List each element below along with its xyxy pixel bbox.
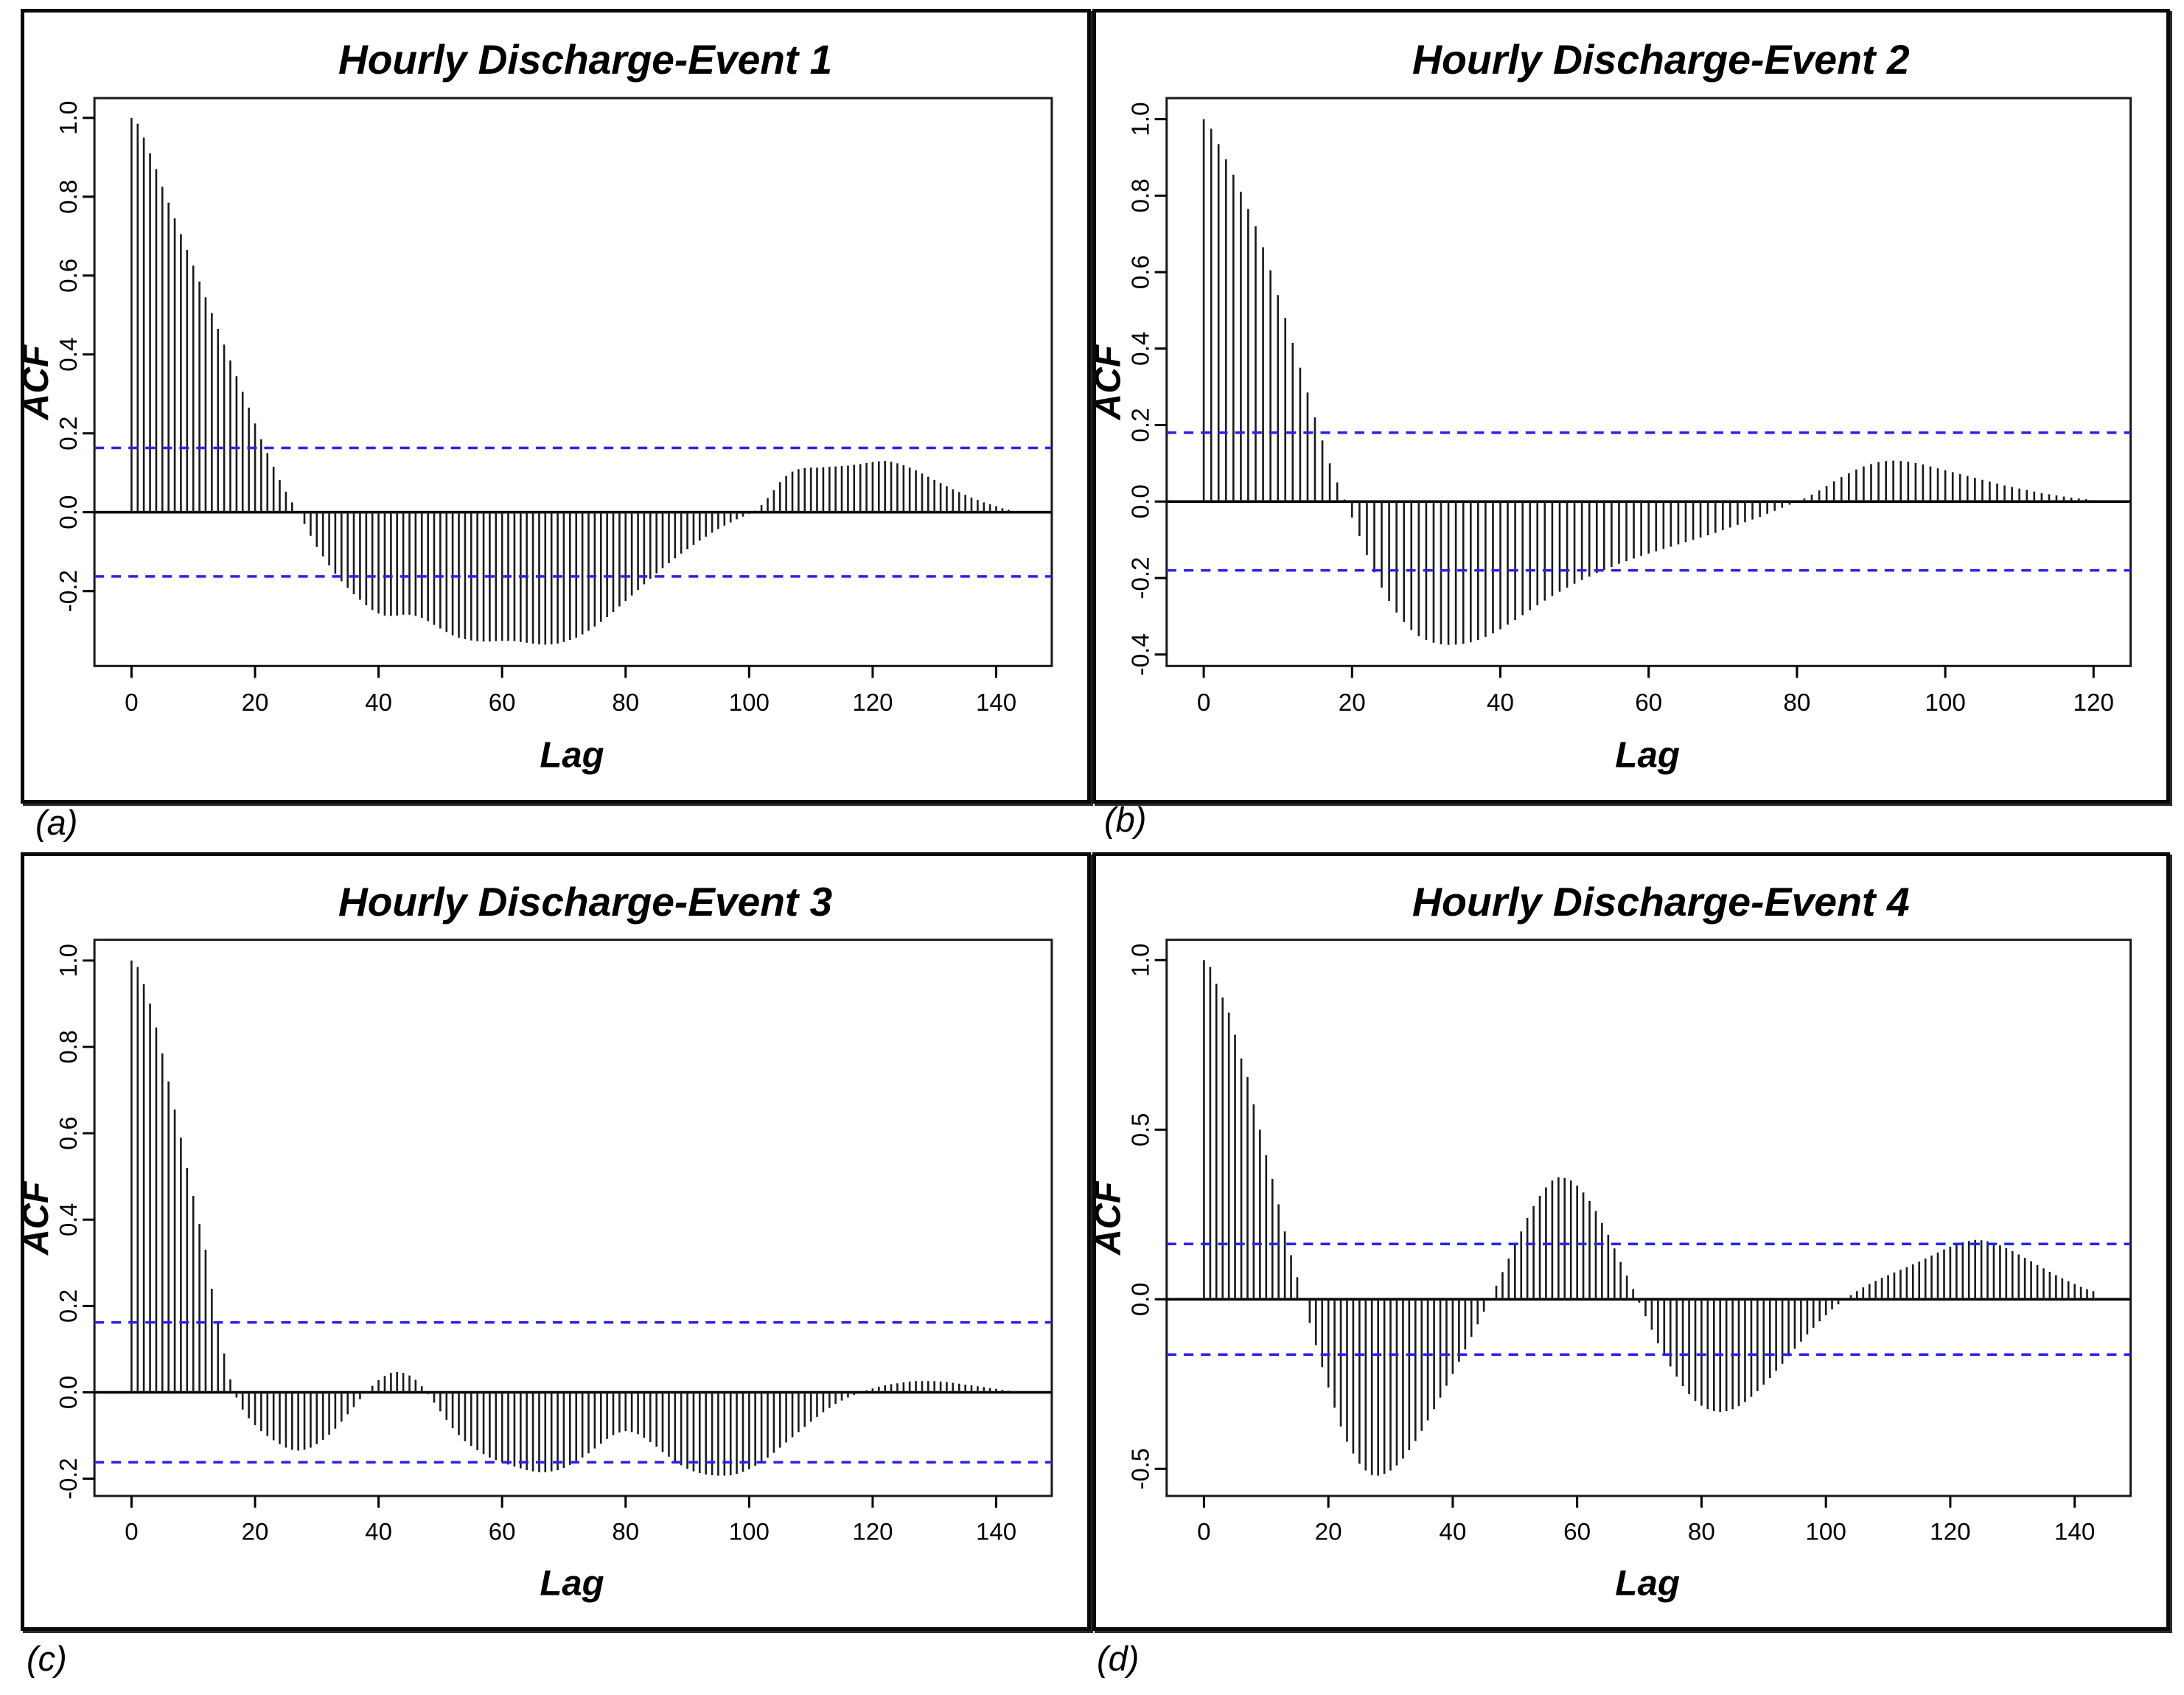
acf-bars <box>1202 119 2095 645</box>
x-tick-label: 120 <box>2073 689 2115 717</box>
y-tick-label: 0.0 <box>1128 484 1155 518</box>
y-tick-label: 0.6 <box>1128 255 1155 289</box>
y-tick-label: 0.8 <box>55 180 83 214</box>
x-tick-label: 40 <box>365 1518 392 1545</box>
acf-plot-a: Hourly Discharge-Event 1 ACF Lag 1.0 0.8 0… <box>24 37 1053 776</box>
y-tick-label: 0.2 <box>55 1289 82 1323</box>
x-tick-label: 120 <box>852 689 893 717</box>
y-tick-label: 0.8 <box>1128 178 1155 212</box>
y-tick-label: 0.0 <box>55 495 83 529</box>
x-tick-label: 0 <box>125 689 138 717</box>
y-axis-label-d: ACF <box>1096 1180 1128 1256</box>
y-tick-label: 1.0 <box>1126 944 1154 977</box>
plot-layer: 1.0 0.5 0.0 -0.5 0 20 40 60 80 100 120 140 <box>1126 939 2132 1545</box>
x-tick-label: 80 <box>612 689 639 717</box>
panel-a-title: Hourly Discharge-Event 1 <box>338 37 832 83</box>
y-tick-label: 0.6 <box>55 259 83 293</box>
x-tick-label: 140 <box>976 1518 1016 1545</box>
y-tick-label: -0.2 <box>55 1458 82 1500</box>
x-tick-label: 40 <box>365 689 392 717</box>
y-tick-label: -0.2 <box>1128 557 1155 599</box>
panel-d: Hourly Discharge-Event 4 ACF Lag 1.0 0.5 0… <box>1092 852 2170 1631</box>
panel-a: Hourly Discharge-Event 1 ACF Lag 1.0 0.8 0… <box>21 9 1091 804</box>
x-tick-label: 60 <box>1563 1518 1591 1545</box>
acf-bars <box>130 960 1016 1476</box>
x-tick-label: 20 <box>242 1518 269 1545</box>
x-tick-label: 100 <box>1925 689 1966 717</box>
plot-layer: 1.0 0.8 0.6 0.4 0.2 0.0 -0.2 0 20 40 60 80 100 120 140 <box>55 939 1053 1545</box>
x-tick-label: 80 <box>1783 689 1810 717</box>
x-tick-label: 0 <box>125 1518 138 1545</box>
x-tick-label: 140 <box>976 689 1016 717</box>
plot-frame <box>1165 939 2132 1497</box>
panel-c-title: Hourly Discharge-Event 3 <box>338 879 832 925</box>
y-tick-label: 0.6 <box>55 1116 82 1149</box>
plot-frame <box>1165 97 2132 667</box>
panel-d-title: Hourly Discharge-Event 4 <box>1412 880 1910 925</box>
x-tick-label: 80 <box>612 1518 639 1545</box>
x-tick-label: 60 <box>489 689 516 717</box>
x-tick-label: 0 <box>1197 689 1211 717</box>
y-tick-label: 0.4 <box>1128 332 1155 366</box>
panel-a-label: (a) <box>35 803 78 842</box>
x-tick-label: 80 <box>1688 1518 1715 1545</box>
x-tick-label: 60 <box>489 1518 516 1545</box>
y-tick-label: 1.0 <box>55 944 82 977</box>
y-tick-label: 0.0 <box>1126 1283 1154 1316</box>
x-tick-label: 100 <box>729 689 770 717</box>
y-tick-label: -0.5 <box>1126 1448 1154 1489</box>
x-tick-label: 20 <box>1315 1518 1342 1545</box>
y-tick-label: -0.2 <box>55 570 83 612</box>
x-axis-label-b: Lag <box>1615 735 1680 776</box>
x-tick-label: 40 <box>1439 1518 1466 1545</box>
y-tick-label: 0.2 <box>1128 408 1155 442</box>
acf-bars <box>1203 960 2095 1476</box>
x-tick-label: 60 <box>1635 689 1662 717</box>
x-tick-label: 100 <box>729 1518 770 1545</box>
acf-plot-d: Hourly Discharge-Event 4 ACF Lag 1.0 0.5 0… <box>1096 880 2132 1603</box>
y-tick-label: 0.4 <box>55 338 83 372</box>
y-tick-label: -0.4 <box>1128 633 1155 675</box>
acf-plot-b: Hourly Discharge-Event 2 ACF Lag 1.0 0.8 0… <box>1096 37 2132 776</box>
y-tick-label: 1.0 <box>1128 102 1155 136</box>
y-axis-label-c: ACF <box>24 1180 56 1256</box>
panel-b-label: (b) <box>1104 800 1147 839</box>
x-axis-label-d: Lag <box>1615 1564 1680 1603</box>
y-tick-label: 1.0 <box>55 101 83 135</box>
x-tick-label: 20 <box>1339 689 1366 717</box>
y-tick-label: 0.4 <box>55 1203 82 1236</box>
plot-frame <box>93 939 1053 1497</box>
y-tick-label: 0.0 <box>55 1376 82 1409</box>
panel-b: Hourly Discharge-Event 2 ACF Lag 1.0 0.8 0… <box>1092 9 2170 804</box>
x-axis-label-c: Lag <box>540 1564 604 1604</box>
panel-c: Hourly Discharge-Event 3 ACF Lag 1.0 0.8 0… <box>21 852 1091 1631</box>
plot-frame <box>93 97 1053 667</box>
x-tick-label: 20 <box>242 689 269 717</box>
y-tick-label: 0.2 <box>55 417 83 450</box>
x-axis-label-a: Lag <box>540 734 604 775</box>
x-tick-label: 120 <box>852 1518 893 1545</box>
y-tick-label: 0.5 <box>1126 1113 1154 1146</box>
panel-b-title: Hourly Discharge-Event 2 <box>1412 37 1910 83</box>
x-tick-label: 0 <box>1197 1518 1211 1545</box>
x-tick-label: 100 <box>1805 1518 1846 1545</box>
x-tick-label: 140 <box>2054 1518 2096 1545</box>
y-axis-label-a: ACF <box>24 344 56 422</box>
panel-d-label: (d) <box>1097 1639 1140 1678</box>
x-tick-label: 120 <box>1930 1518 1971 1545</box>
panel-c-label: (c) <box>27 1639 67 1678</box>
x-tick-label: 40 <box>1487 689 1514 717</box>
y-tick-label: 0.8 <box>55 1030 82 1063</box>
plot-layer: 1.0 0.8 0.6 0.4 0.2 0.0 -0.2 0 20 40 60 80 100 120 140 <box>55 97 1053 717</box>
y-axis-label-b: ACF <box>1096 344 1128 421</box>
acf-plot-c: Hourly Discharge-Event 3 ACF Lag 1.0 0.8 0… <box>24 879 1053 1604</box>
plot-layer: 1.0 0.8 0.6 0.4 0.2 0.0 -0.2 -0.4 0 20 40 60 80 100 12… <box>1128 97 2132 717</box>
acf-bars <box>130 117 1016 645</box>
